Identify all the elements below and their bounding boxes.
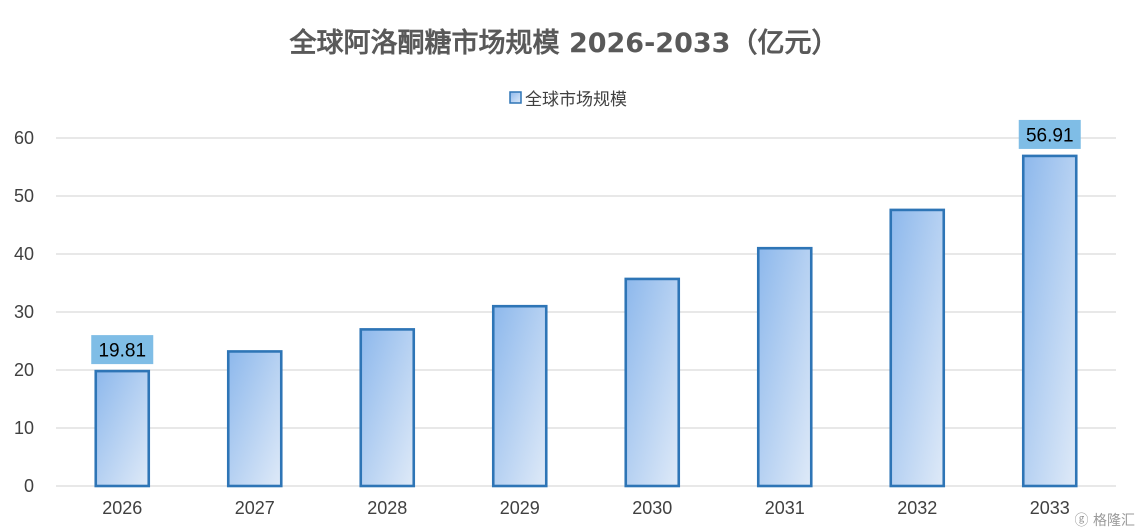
- data-label-text: 19.81: [98, 341, 146, 362]
- x-tick-label: 2029: [500, 498, 540, 518]
- data-label-box: [91, 335, 154, 365]
- data-label: 56.91: [1018, 119, 1081, 149]
- gelonghui-logo-icon: ⓖ: [1074, 513, 1089, 529]
- bar-2030: [624, 277, 681, 488]
- x-axis-ticks: 2026 2027 2028 2029 2030 2031 2032 2033: [102, 498, 1070, 518]
- bar-2029: [491, 304, 548, 488]
- bar-2033: [1021, 154, 1078, 488]
- bar-2032: [889, 208, 946, 488]
- y-tick-label: 60: [14, 128, 34, 148]
- bar-2028: [359, 328, 416, 488]
- x-tick-label: 2030: [632, 498, 672, 518]
- legend: 全球市场规模: [509, 90, 627, 110]
- chart-title: 全球阿洛酮糖市场规模 2026-2033（亿元）: [289, 27, 839, 59]
- x-tick-label: 2033: [1030, 498, 1070, 518]
- bar-2026: [94, 369, 151, 488]
- bars: [94, 154, 1078, 488]
- data-label-box: [1018, 119, 1081, 149]
- y-tick-label: 20: [14, 360, 34, 380]
- data-label-text: 56.91: [1026, 125, 1074, 146]
- data-labels: 19.81 56.91: [91, 119, 1081, 365]
- y-tick-label: 50: [14, 186, 34, 206]
- x-tick-label: 2028: [367, 498, 407, 518]
- x-tick-label: 2032: [897, 498, 937, 518]
- x-tick-label: 2026: [102, 498, 142, 518]
- y-tick-label: 0: [24, 476, 34, 496]
- y-axis-ticks: 0 10 20 30 40 50 60: [14, 128, 34, 496]
- y-tick-label: 40: [14, 244, 34, 264]
- legend-label: 全球市场规模: [525, 90, 627, 110]
- y-tick-label: 10: [14, 418, 34, 438]
- bar-2027: [226, 350, 283, 488]
- legend-swatch: [509, 91, 522, 104]
- x-tick-label: 2031: [765, 498, 805, 518]
- bar-2031: [756, 246, 813, 488]
- x-tick-label: 2027: [235, 498, 275, 518]
- data-label: 19.81: [91, 335, 154, 365]
- y-tick-label: 30: [14, 302, 34, 322]
- gridlines: [56, 137, 1116, 487]
- watermark-text: 格隆汇: [1093, 513, 1135, 529]
- watermark: ⓖ 格隆汇: [1075, 510, 1135, 530]
